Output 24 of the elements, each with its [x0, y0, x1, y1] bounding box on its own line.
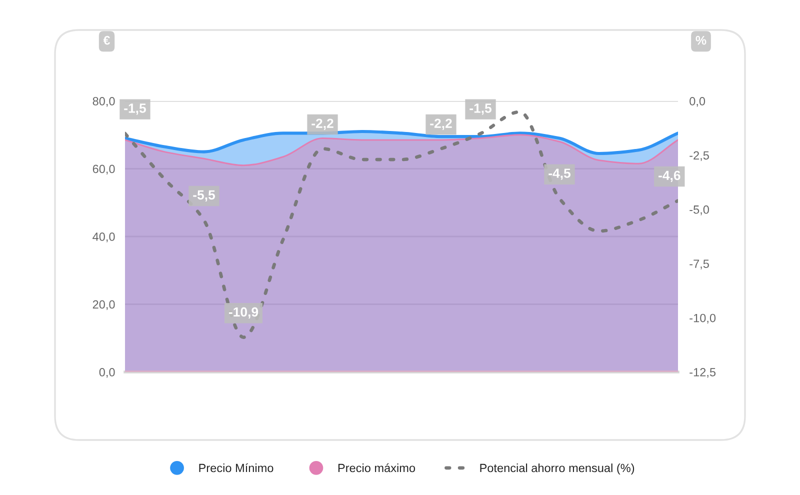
- y2-tick-label: -5,0: [690, 205, 709, 216]
- y-tick-label: 0,0: [99, 368, 115, 378]
- y2-tick-label: 0,0: [690, 97, 706, 107]
- legend-label: Precio Mínimo: [199, 463, 274, 472]
- data-label: -1,5: [470, 104, 492, 115]
- data-label: -5,5: [193, 190, 215, 202]
- y-tick-label: 60,0: [92, 164, 115, 175]
- legend-label: Potencial ahorro mensual (%): [480, 463, 634, 474]
- y2-axis-title: %: [696, 36, 706, 45]
- y2-tick-label: -2,5: [690, 151, 709, 161]
- y-tick-label: 40,0: [92, 232, 115, 242]
- y-tick-label: 20,0: [92, 300, 115, 310]
- y-axis-title: €: [103, 36, 110, 45]
- data-label: -2,2: [430, 118, 452, 130]
- data-label: -2,2: [312, 118, 334, 130]
- data-label: -4,6: [658, 170, 680, 182]
- legend-label: Precio máximo: [338, 463, 416, 472]
- y2-tick-label: -12,5: [690, 368, 716, 378]
- data-label: -1,5: [124, 104, 146, 115]
- y2-tick-label: -7,5: [690, 260, 709, 270]
- y-tick-label: 80,0: [92, 97, 115, 107]
- data-label: -10,9: [228, 307, 258, 319]
- data-label: -4,5: [548, 168, 570, 180]
- y2-tick-label: -10,0: [690, 314, 716, 324]
